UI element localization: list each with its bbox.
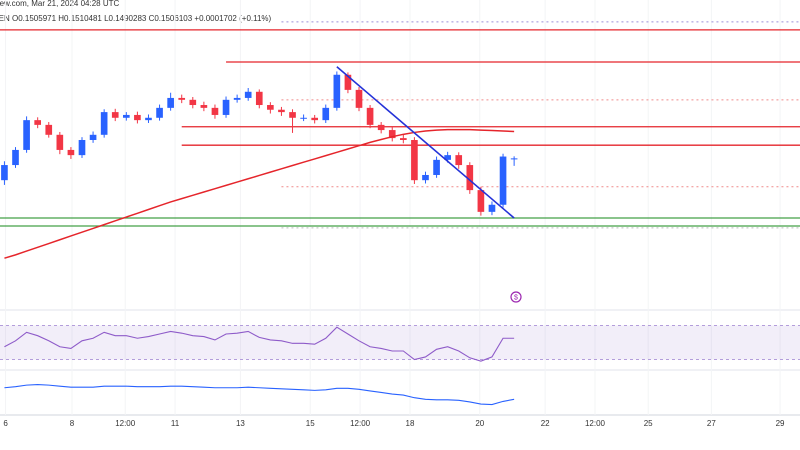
candle-body bbox=[134, 114, 141, 121]
x-tick-label: 6 bbox=[3, 419, 8, 428]
x-tick-label: 29 bbox=[776, 419, 785, 428]
candle-body bbox=[189, 99, 197, 106]
candle-body bbox=[344, 74, 352, 90]
candle-body bbox=[255, 91, 263, 106]
x-tick-label: 20 bbox=[475, 419, 484, 428]
candle-body bbox=[56, 134, 64, 150]
candle-body bbox=[510, 158, 518, 160]
candle-body bbox=[267, 105, 274, 110]
candle-body bbox=[400, 138, 407, 140]
x-tick-label: 27 bbox=[707, 419, 716, 428]
candle-body bbox=[12, 149, 19, 166]
candle-body bbox=[145, 117, 152, 121]
candle-body bbox=[67, 149, 75, 156]
candle-body bbox=[355, 89, 363, 108]
candle-body bbox=[200, 105, 208, 108]
candle-body bbox=[488, 204, 496, 212]
candle-body bbox=[23, 120, 30, 150]
candle-body bbox=[499, 156, 507, 205]
candle-body bbox=[477, 190, 485, 212]
candle-body bbox=[377, 124, 385, 131]
x-tick-label: 25 bbox=[644, 419, 653, 428]
candle-body bbox=[111, 112, 119, 118]
candle-body bbox=[411, 140, 418, 181]
ohlc-header: AKEN O0.1505971 H0.1510481 L0.1490283 C0… bbox=[0, 14, 272, 23]
currency-icon: $ bbox=[510, 291, 522, 303]
candle-body bbox=[433, 159, 440, 175]
candle-body bbox=[78, 140, 86, 156]
candle-body bbox=[444, 155, 451, 160]
candle-body bbox=[289, 112, 296, 118]
candle-body bbox=[167, 97, 174, 108]
x-tick-label: 18 bbox=[406, 419, 415, 428]
candle-body bbox=[300, 117, 307, 119]
candle-body bbox=[100, 112, 108, 135]
rsi-band bbox=[0, 325, 800, 360]
candle-body bbox=[222, 99, 230, 115]
macd-line bbox=[4, 384, 515, 406]
x-tick-label: 12:00 bbox=[115, 419, 136, 428]
candle-body bbox=[178, 97, 186, 100]
candle-body bbox=[211, 107, 219, 115]
trendline bbox=[336, 66, 515, 219]
candle-body bbox=[278, 109, 285, 113]
candle-body bbox=[244, 91, 252, 98]
candle-body bbox=[156, 107, 163, 118]
grid bbox=[0, 309, 800, 416]
x-tick-label: 12:00 bbox=[585, 419, 606, 428]
candle-body bbox=[89, 134, 97, 140]
x-tick-label: 11 bbox=[171, 419, 180, 428]
x-tick-label: 12:00 bbox=[350, 419, 371, 428]
source-label: ingView.com, Mar 21, 2024 04:28 UTC bbox=[0, 0, 119, 8]
x-tick-label: 22 bbox=[541, 419, 550, 428]
x-tick-label: 13 bbox=[236, 419, 245, 428]
candle-body bbox=[466, 165, 474, 191]
candle-body bbox=[1, 165, 8, 181]
candle-body bbox=[233, 97, 241, 100]
candle-body bbox=[311, 117, 319, 121]
candle-body bbox=[333, 74, 341, 108]
candle-body bbox=[422, 174, 429, 181]
candle-body bbox=[45, 124, 53, 135]
candle-body bbox=[388, 130, 396, 139]
candle-body bbox=[366, 107, 374, 125]
x-tick-label: 15 bbox=[306, 419, 315, 428]
candle-body bbox=[455, 155, 463, 166]
x-tick-label: 8 bbox=[70, 419, 75, 428]
candle-body bbox=[122, 114, 130, 118]
moving-average bbox=[4, 128, 515, 259]
candle-body bbox=[34, 120, 41, 125]
svg-text:$: $ bbox=[514, 294, 518, 301]
rsi-line bbox=[4, 326, 515, 362]
candle-body bbox=[322, 107, 330, 121]
